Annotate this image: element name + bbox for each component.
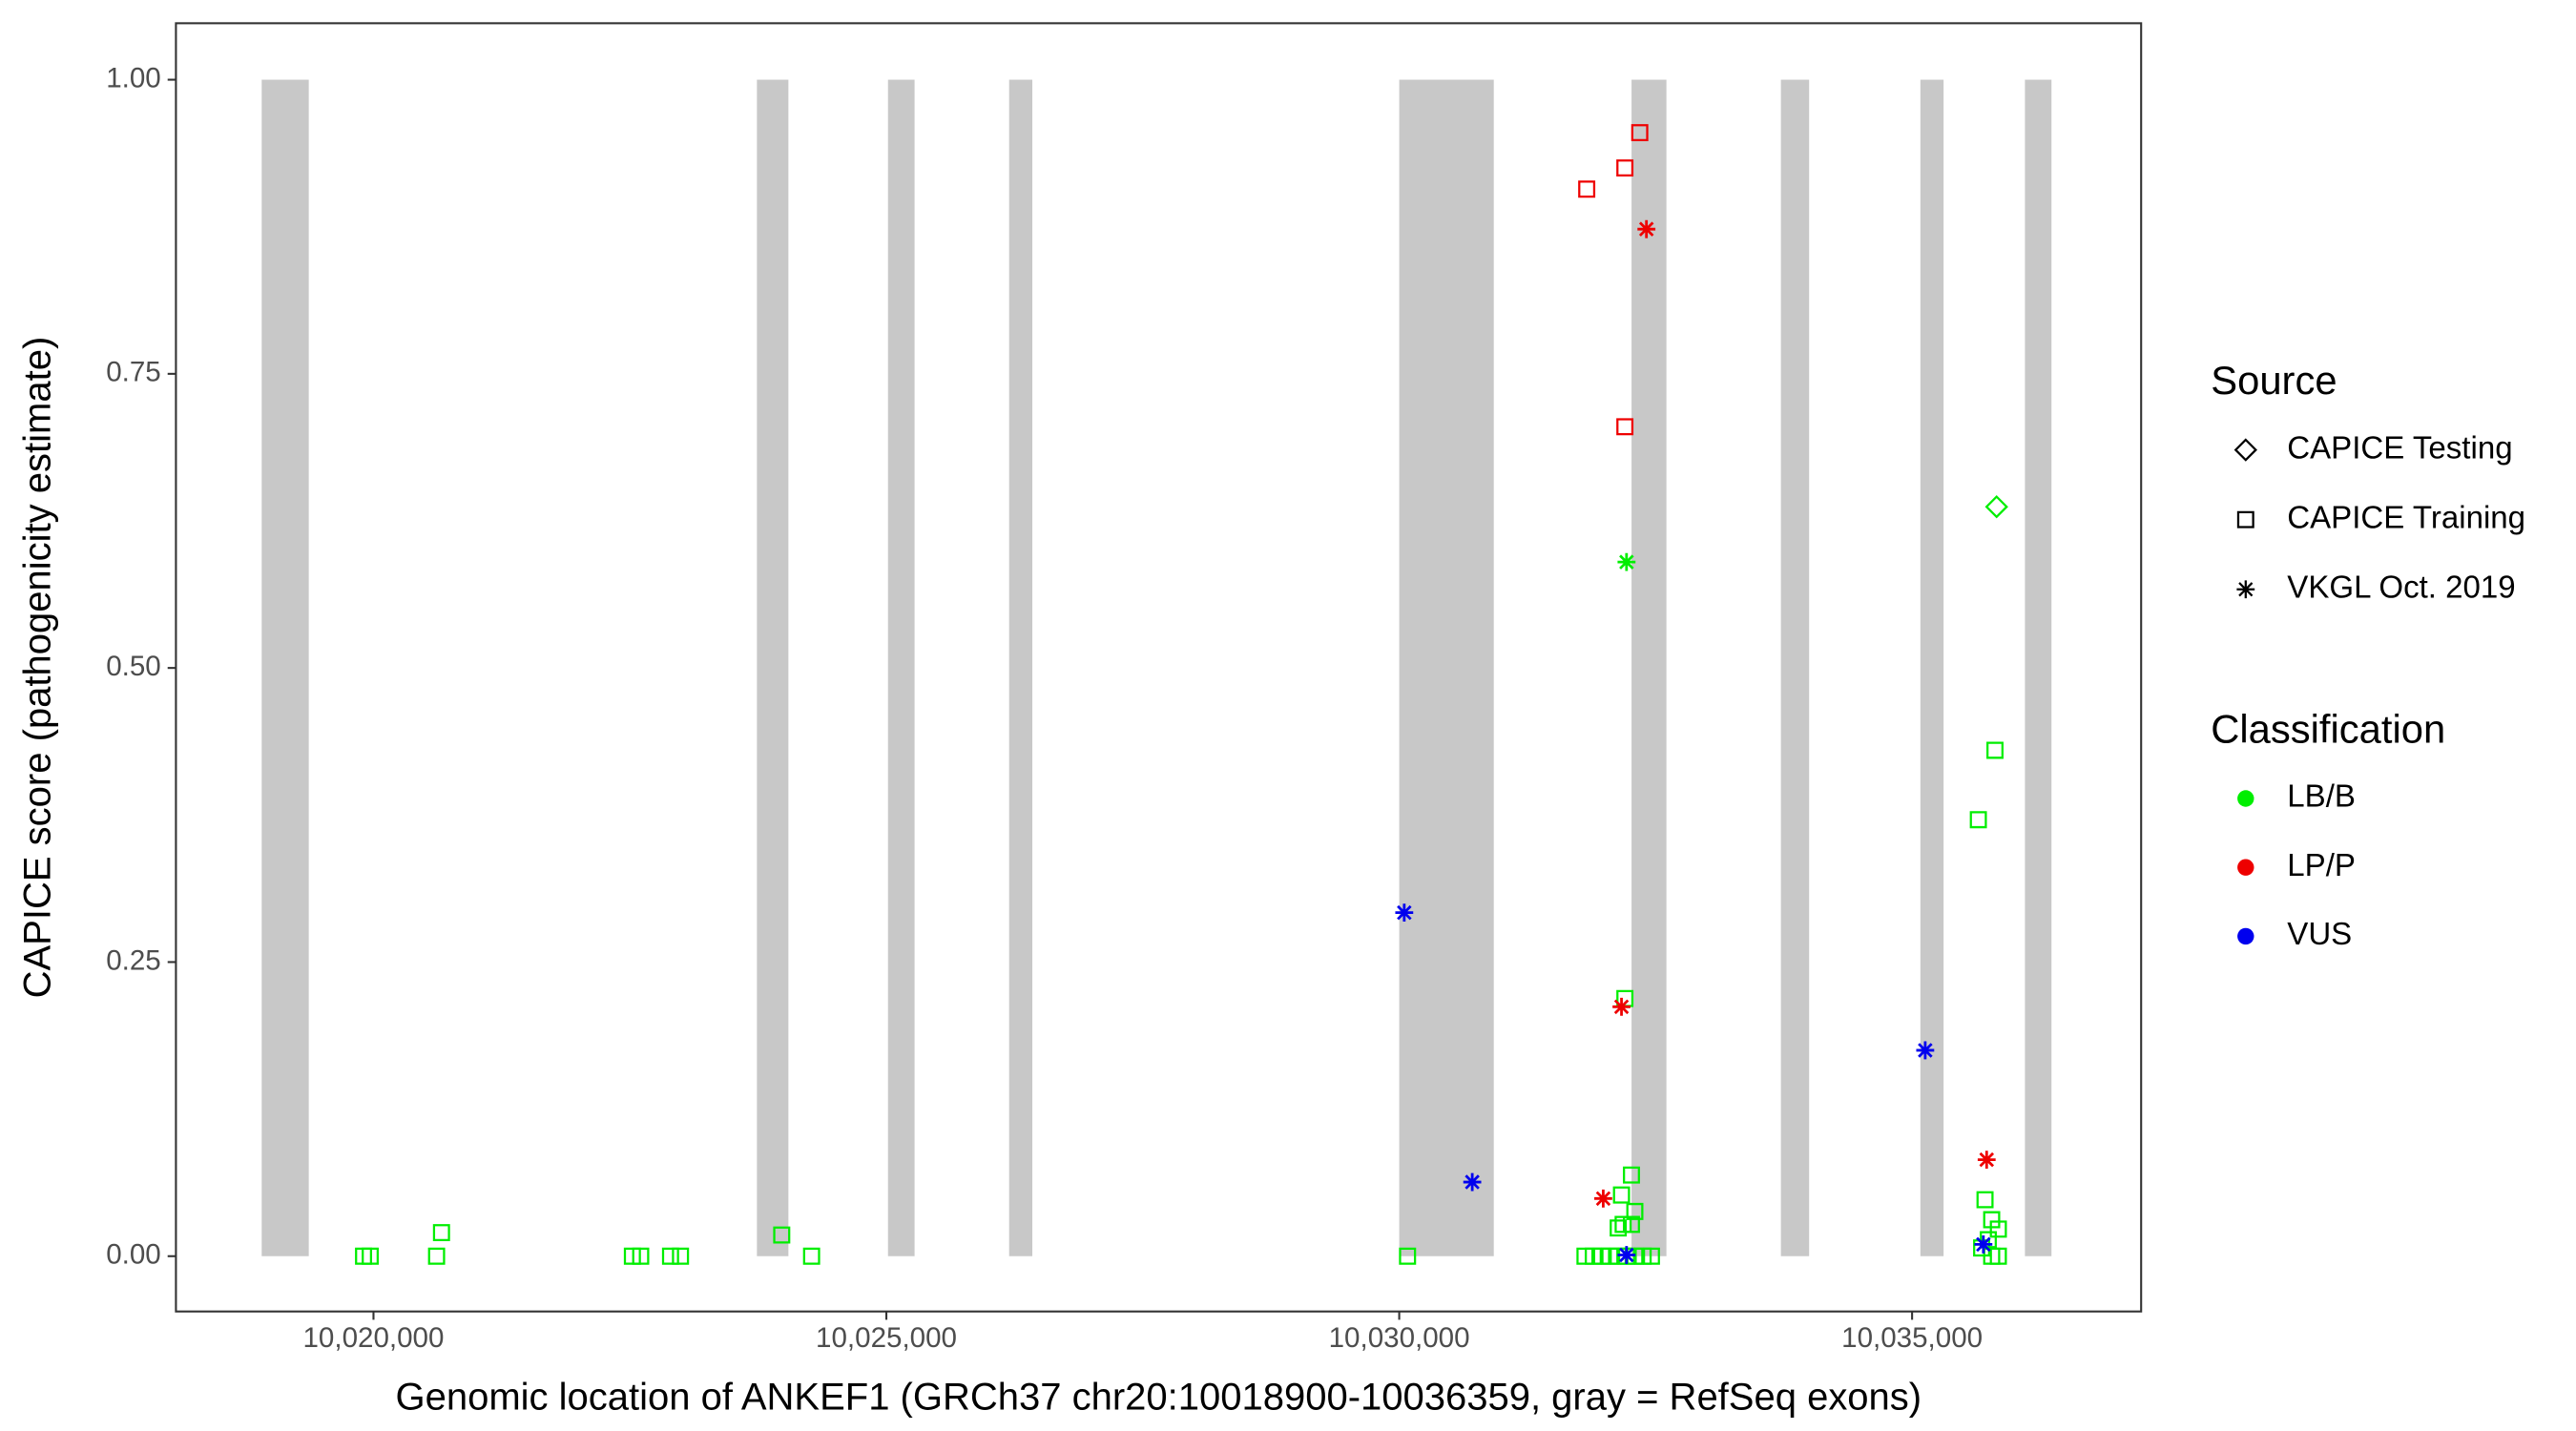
data-point: [1976, 1191, 1994, 1209]
exon: [757, 79, 789, 1256]
legend-symbol: [2236, 510, 2254, 529]
data-point: [362, 1247, 379, 1265]
data-point: [632, 1247, 650, 1265]
data-point: [802, 1247, 821, 1265]
data-point: [672, 1247, 690, 1265]
exon-layer: [261, 79, 2052, 1256]
legend-label: CAPICE Testing: [2287, 430, 2512, 466]
legend-label: VKGL Oct. 2019: [2287, 570, 2515, 605]
y-axis-title: CAPICE score (pathogenicity estimate): [16, 337, 58, 999]
data-point: [1610, 1219, 1628, 1237]
data-point: [1969, 811, 1987, 829]
data-point: [1578, 180, 1596, 198]
legend-symbol: [2237, 859, 2254, 876]
y-tick-label: 0.50: [106, 651, 161, 682]
exon: [1920, 79, 1944, 1256]
legend-symbol: [2236, 580, 2255, 599]
y-tick-label: 1.00: [106, 62, 161, 93]
data-point: [427, 1247, 446, 1265]
x-tick-label: 10,025,000: [816, 1322, 957, 1354]
y-tick-label: 0.00: [106, 1239, 161, 1271]
data-point: [1631, 124, 1649, 142]
data-point: [1989, 1247, 2007, 1265]
point-layer: [355, 124, 2008, 1265]
data-point: [1916, 1041, 1935, 1060]
legend-label: CAPICE Training: [2287, 500, 2525, 535]
data-point: [1983, 1211, 2001, 1229]
x-axis-title: Genomic location of ANKEF1 (GRCh37 chr20…: [395, 1376, 1922, 1418]
data-point: [1637, 219, 1656, 238]
data-point: [1974, 1235, 1993, 1254]
legend-label: VUS: [2287, 917, 2352, 952]
data-point: [1977, 1151, 1996, 1170]
data-point: [1617, 1246, 1636, 1264]
data-point: [773, 1226, 791, 1244]
exon: [1780, 79, 1810, 1256]
legend-title: Source: [2211, 358, 2337, 403]
data-point: [1984, 495, 2008, 519]
legend-symbol: [2237, 927, 2254, 945]
data-point: [1463, 1172, 1482, 1192]
legend-symbol: [2237, 790, 2254, 807]
data-point: [1623, 1215, 1640, 1234]
data-point: [1626, 1202, 1644, 1220]
exon: [887, 79, 915, 1256]
data-point: [1399, 1247, 1417, 1265]
data-point: [1612, 1186, 1631, 1204]
data-point: [1612, 997, 1631, 1016]
data-point: [1594, 1189, 1612, 1208]
legend-label: LP/P: [2287, 848, 2356, 883]
exon: [2025, 79, 2052, 1256]
panel: [176, 23, 2142, 1312]
exon: [1008, 79, 1033, 1256]
data-point: [1986, 741, 2004, 759]
x-tick-label: 10,020,000: [302, 1322, 444, 1354]
legend-title: Classification: [2211, 706, 2445, 751]
data-point: [1616, 418, 1634, 436]
data-point: [1395, 903, 1414, 923]
legend-symbol: [2233, 438, 2257, 462]
data-point: [1617, 552, 1636, 571]
data-point: [1642, 1247, 1660, 1265]
legend-label: LB/B: [2287, 779, 2356, 815]
x-tick-label: 10,035,000: [1841, 1322, 1983, 1354]
exon: [1631, 79, 1667, 1256]
x-tick-label: 10,030,000: [1329, 1322, 1470, 1354]
data-point: [1616, 159, 1634, 177]
y-tick-label: 0.75: [106, 357, 161, 388]
y-tick-label: 0.25: [106, 944, 161, 976]
exon: [261, 79, 309, 1256]
data-point: [1623, 1166, 1640, 1184]
exon: [1399, 79, 1494, 1256]
data-point: [432, 1224, 450, 1242]
